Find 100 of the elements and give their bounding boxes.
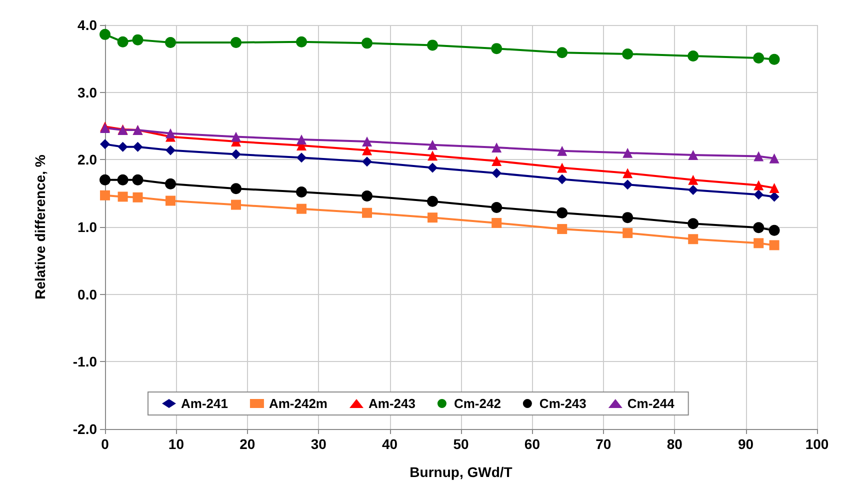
point xyxy=(428,140,438,150)
point xyxy=(296,36,308,48)
point xyxy=(688,50,699,62)
point xyxy=(100,139,110,150)
y-axis-title: Relative difference, % xyxy=(32,154,48,300)
x-tick-label: 20 xyxy=(240,436,256,452)
y-tick-label: 2.0 xyxy=(78,152,98,168)
point xyxy=(556,47,568,58)
y-tick-label: -2.0 xyxy=(72,421,98,437)
y-tick-label: 4.0 xyxy=(78,17,98,33)
point xyxy=(688,174,698,185)
point xyxy=(118,142,128,152)
point xyxy=(557,162,568,173)
point xyxy=(754,180,764,190)
x-axis-title: Burnup, GWd/T xyxy=(410,464,513,480)
legend-label: Cm-243 xyxy=(539,396,586,411)
x-tick-label: 80 xyxy=(666,436,683,452)
point xyxy=(688,150,698,160)
point xyxy=(753,222,764,234)
point xyxy=(688,234,698,244)
point xyxy=(622,48,634,60)
legend-label: Cm-244 xyxy=(627,396,676,411)
point xyxy=(362,190,373,202)
point xyxy=(427,40,438,51)
x-tick-label: 50 xyxy=(453,436,469,452)
point xyxy=(231,149,242,160)
point xyxy=(362,38,373,49)
point xyxy=(754,238,764,248)
point xyxy=(118,192,128,202)
point xyxy=(622,212,634,224)
point xyxy=(769,240,780,250)
point xyxy=(166,196,176,206)
point xyxy=(492,142,502,153)
point xyxy=(769,153,780,164)
point xyxy=(165,178,176,190)
point xyxy=(622,148,633,158)
x-tick-label: 10 xyxy=(168,436,184,452)
legend-label: Am-243 xyxy=(368,396,416,411)
point xyxy=(166,128,176,138)
point xyxy=(557,224,568,234)
point xyxy=(622,168,633,178)
point xyxy=(492,168,502,178)
point xyxy=(491,43,502,54)
point xyxy=(296,204,307,214)
point xyxy=(117,36,128,48)
point xyxy=(753,52,764,64)
point xyxy=(688,184,698,195)
point xyxy=(427,196,438,207)
point xyxy=(132,142,143,152)
point xyxy=(296,152,307,163)
point xyxy=(362,145,372,156)
y-tick-label: 3.0 xyxy=(78,84,98,100)
point xyxy=(132,34,144,46)
point xyxy=(166,145,176,156)
point xyxy=(768,54,780,65)
x-tick-label: 100 xyxy=(805,436,829,452)
x-tick-label: 30 xyxy=(310,436,327,452)
point xyxy=(100,174,110,186)
legend-label: Cm-242 xyxy=(454,396,501,411)
x-tick-label: 70 xyxy=(596,436,612,452)
point xyxy=(754,151,764,162)
point xyxy=(100,28,110,40)
point xyxy=(132,192,143,202)
legend-label: Am-242m xyxy=(268,396,328,411)
point xyxy=(428,212,438,223)
x-tick-label: 0 xyxy=(101,436,110,452)
point xyxy=(769,192,780,202)
point xyxy=(688,218,699,230)
point xyxy=(230,37,242,48)
point xyxy=(428,162,438,173)
point xyxy=(117,174,128,186)
point xyxy=(362,156,372,167)
point xyxy=(230,183,242,194)
point xyxy=(132,174,144,186)
point xyxy=(557,174,568,184)
point xyxy=(768,224,780,236)
point xyxy=(622,228,633,238)
x-tick-label: 90 xyxy=(738,436,754,452)
point xyxy=(362,208,372,218)
point xyxy=(556,207,568,218)
point xyxy=(296,186,308,198)
y-tick-label: -1.0 xyxy=(72,354,98,370)
point xyxy=(769,182,780,193)
point xyxy=(622,180,633,190)
point xyxy=(491,202,502,213)
point xyxy=(296,134,307,144)
point xyxy=(557,146,568,156)
point xyxy=(165,37,176,48)
point xyxy=(362,136,372,146)
y-tick-label: 1.0 xyxy=(78,219,98,235)
point xyxy=(231,200,242,210)
x-tick-label: 40 xyxy=(382,436,398,452)
point xyxy=(428,150,438,161)
point xyxy=(492,218,502,228)
x-tick-label: 60 xyxy=(524,436,540,452)
y-tick-label: 0.0 xyxy=(78,286,98,302)
point xyxy=(231,132,242,142)
point xyxy=(754,190,764,200)
point xyxy=(100,190,110,200)
legend-label: Am-241 xyxy=(181,396,228,411)
